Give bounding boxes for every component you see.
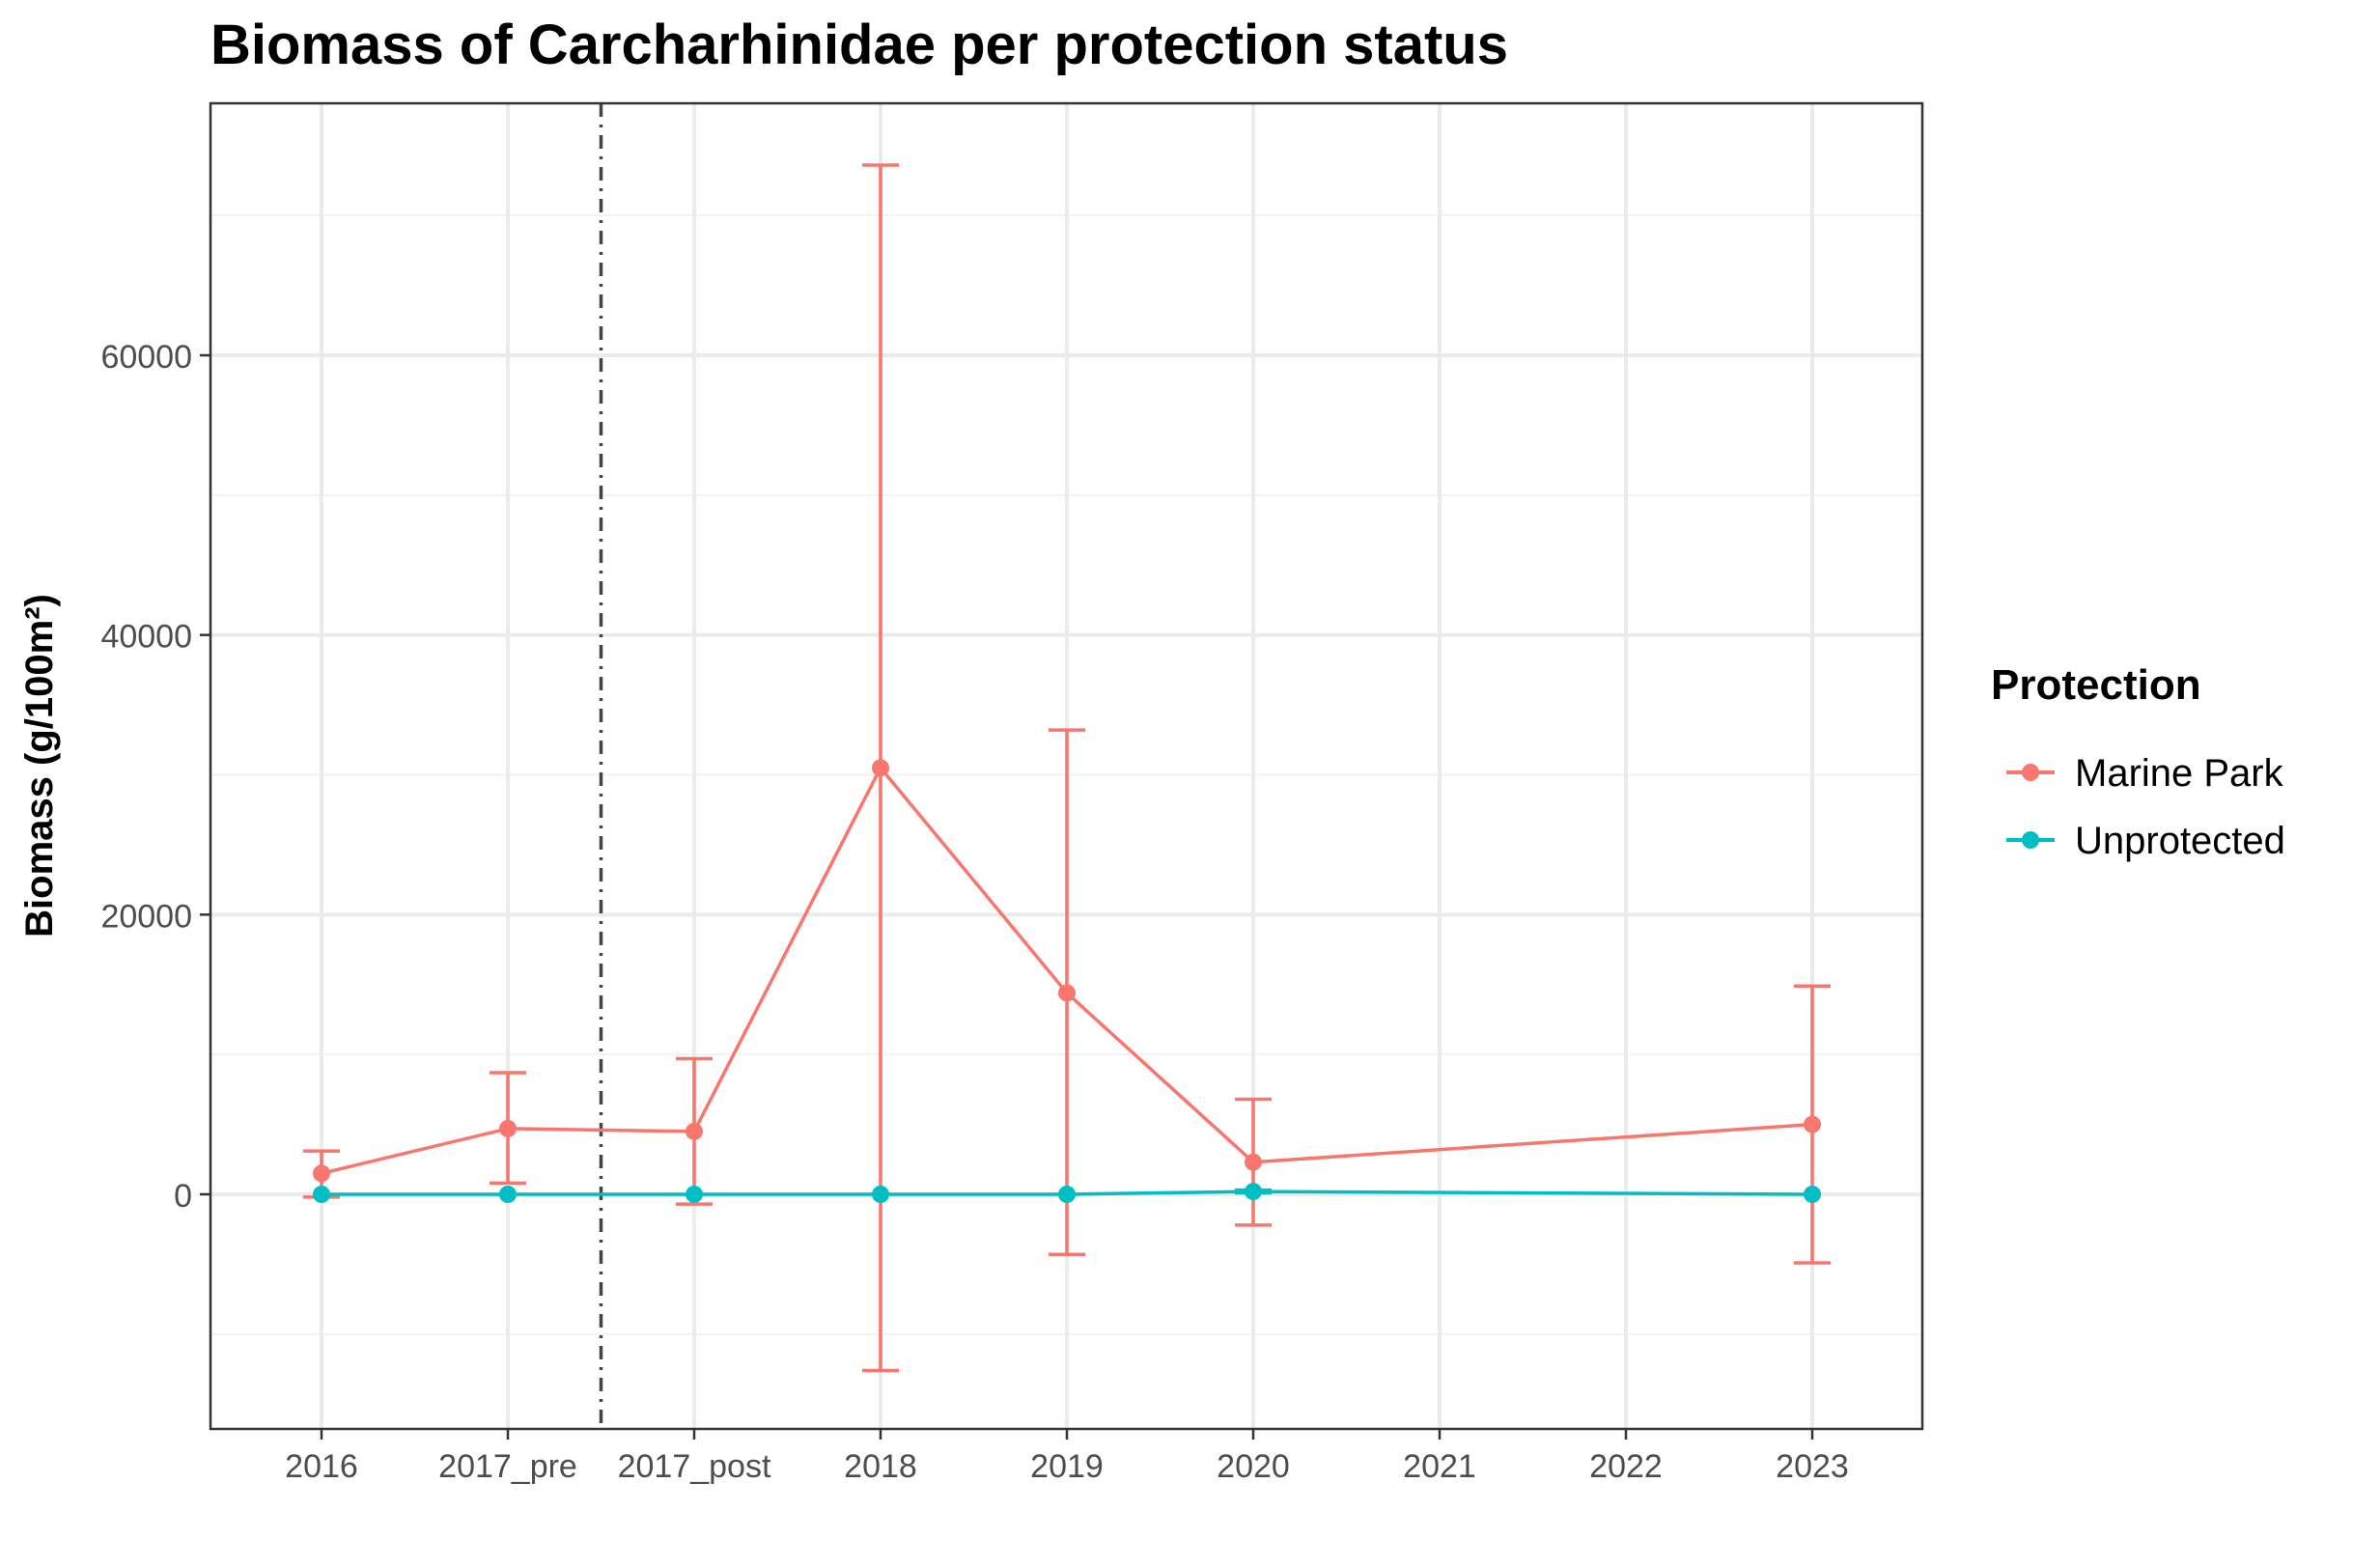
legend: Protection Marine Park Unprotected: [1991, 661, 2285, 862]
x-tick-label: 2016: [285, 1448, 358, 1485]
data-point: [872, 1186, 889, 1203]
x-tick-label: 2022: [1589, 1448, 1663, 1485]
legend-title: Protection: [1991, 661, 2201, 709]
series-0: [303, 163, 1831, 1373]
y-tick-label: 60000: [100, 339, 192, 376]
legend-entry: Unprotected: [2006, 820, 2285, 862]
legend-key-point: [2022, 831, 2039, 849]
legend-entry: Marine Park: [2006, 752, 2284, 795]
x-tick-label: 2017_pre: [438, 1448, 577, 1485]
data-point: [313, 1164, 330, 1183]
y-tick-label: 0: [174, 1178, 192, 1215]
data-point: [1804, 1115, 1821, 1133]
chart-title: Biomass of Carcharhinidae per protection…: [210, 14, 1508, 76]
data-point: [499, 1119, 517, 1137]
legend-key-point: [2022, 764, 2039, 781]
x-tick-label: 2018: [844, 1448, 917, 1485]
x-tick-label: 2017_post: [618, 1448, 771, 1485]
data-point: [872, 759, 889, 777]
x-tick-label: 2020: [1217, 1448, 1290, 1485]
y-tick-label: 20000: [100, 898, 192, 935]
data-point: [1058, 1186, 1076, 1203]
legend-label: Marine Park: [2075, 752, 2284, 795]
x-tick-label: 2021: [1403, 1448, 1476, 1485]
y-tick-label: 40000: [100, 619, 192, 656]
data-point: [1245, 1153, 1262, 1171]
plot-area: 0 20000 40000 60000 2016 2017_pre 2017_post 201…: [100, 101, 1924, 1485]
data-point: [1058, 984, 1076, 1002]
data-point: [686, 1122, 703, 1140]
series-1: [313, 1183, 1821, 1203]
legend-label: Unprotected: [2075, 820, 2285, 862]
data-point: [1245, 1183, 1262, 1201]
x-tick-label: 2023: [1776, 1448, 1849, 1485]
x-tick-label: 2019: [1030, 1448, 1104, 1485]
y-axis-label: Biomass (g/100m²): [18, 594, 61, 937]
data-point: [686, 1186, 703, 1203]
data-point: [313, 1186, 330, 1203]
data-point: [499, 1186, 517, 1203]
data-point: [1804, 1186, 1821, 1203]
